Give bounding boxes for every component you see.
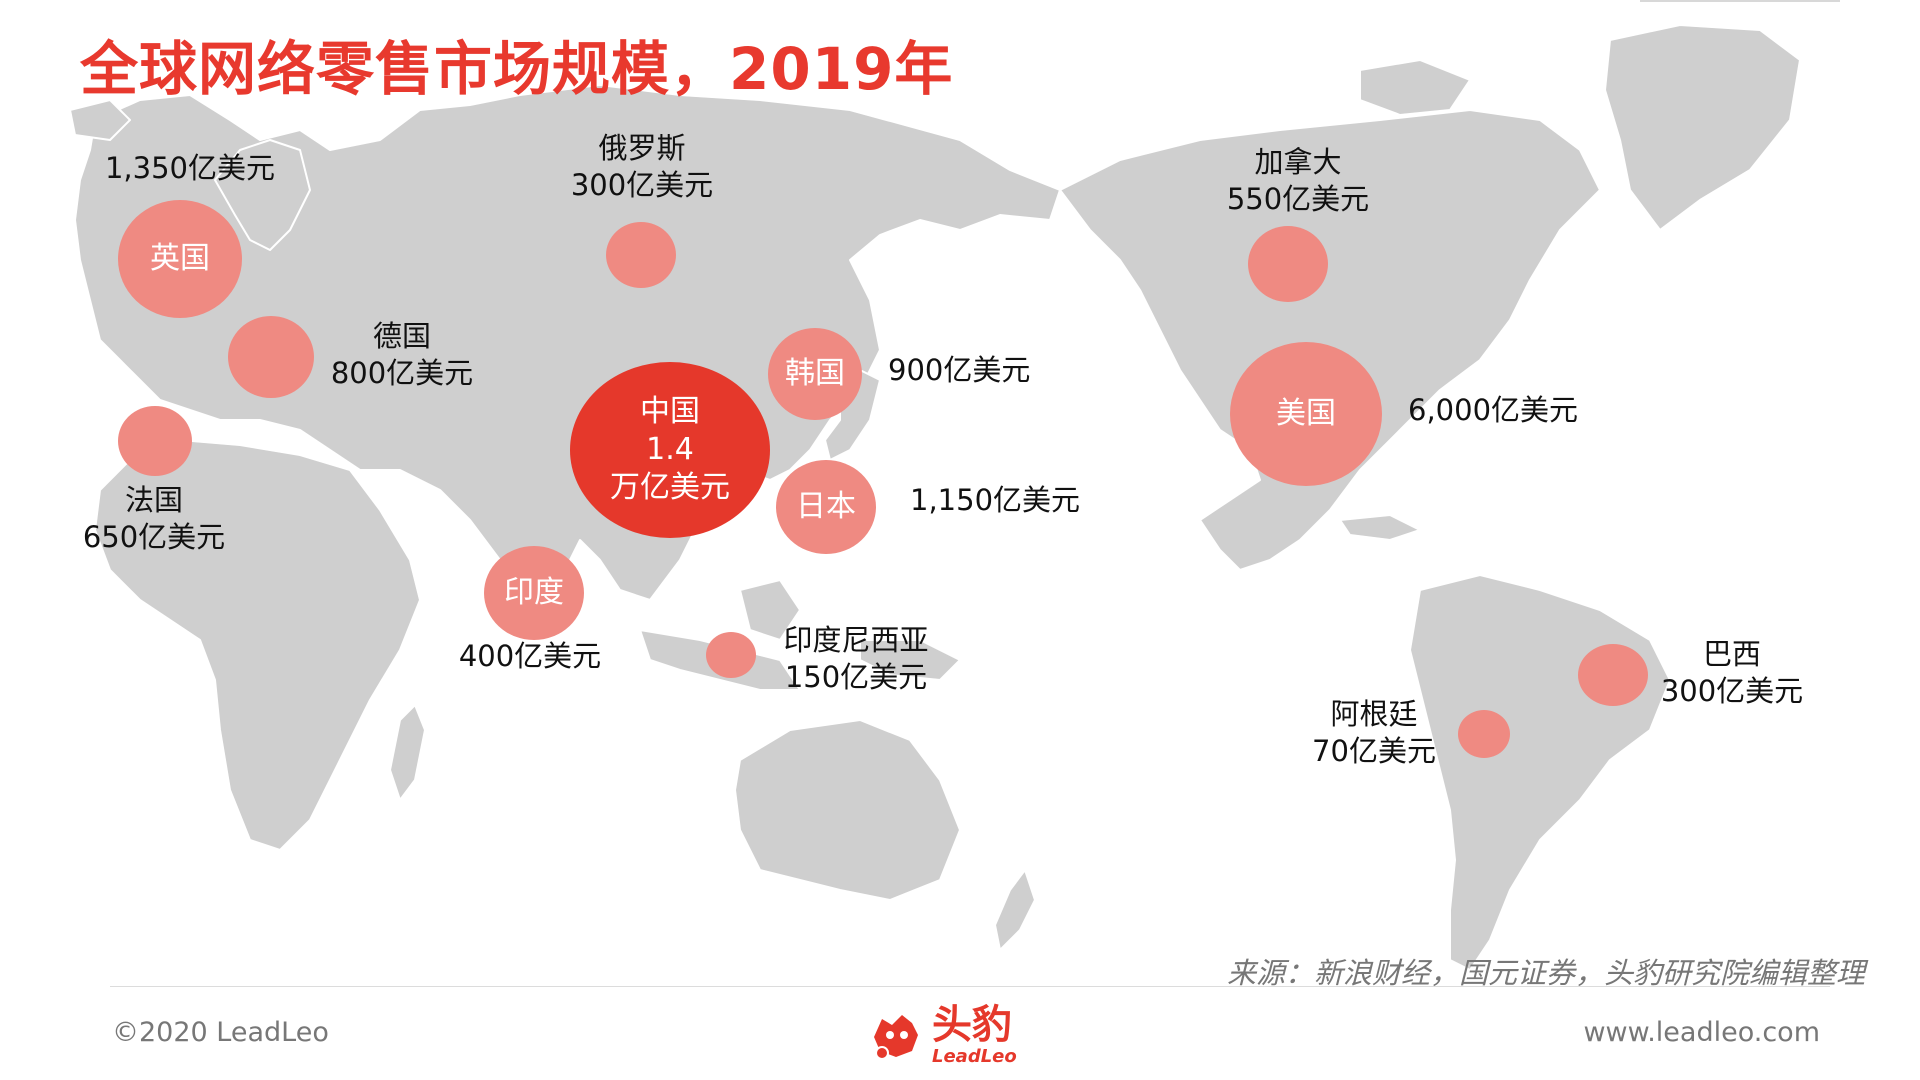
korea-label: 900亿美元 <box>888 352 1030 389</box>
indonesia-value: 150亿美元 <box>784 660 928 694</box>
brazil-label: 巴西 300亿美元 <box>1661 636 1803 710</box>
bubble-indonesia <box>706 632 756 678</box>
bubble-argentina <box>1458 710 1510 758</box>
uk-value: 1,350亿美元 <box>104 151 276 185</box>
india-label: 400亿美元 <box>459 638 601 675</box>
usa-value: 6,000亿美元 <box>1408 393 1579 427</box>
logo-en: LeadLeo <box>932 1046 1017 1067</box>
indonesia-name: 印度尼西亚 <box>783 623 929 657</box>
china-name: 中国 <box>640 394 700 429</box>
greenland-landmass <box>1604 24 1801 231</box>
bubble-usa: 美国 <box>1230 342 1382 486</box>
footer-rule <box>110 986 1830 987</box>
japan-name: 日本 <box>796 489 856 524</box>
germany-name: 德国 <box>372 319 432 353</box>
usa-label: 6,000亿美元 <box>1408 392 1578 429</box>
leadleo-logo: 头豹 LeadLeo <box>868 1003 1017 1067</box>
north-america-landmass <box>1059 109 1601 571</box>
uk-name: 英国 <box>150 241 210 276</box>
website-text: www.leadleo.com <box>1583 1017 1820 1048</box>
germany-label: 德国 800亿美元 <box>331 318 473 392</box>
new-zealand-landmass <box>994 869 1036 951</box>
arctic-islands-landmass <box>1359 59 1471 116</box>
logo-cn: 头豹 <box>932 1002 1012 1048</box>
borneo-landmass <box>739 579 801 641</box>
new-guinea-landmass <box>859 639 961 681</box>
page-title: 全球网络零售市场规模，2019年 <box>80 35 954 103</box>
indonesia-label: 印度尼西亚 150亿美元 <box>783 622 928 696</box>
usa-name: 美国 <box>1276 396 1336 431</box>
france-value: 650亿美元 <box>82 520 226 554</box>
source-note: 来源：新浪财经，国元证券，头豹研究院编辑整理 <box>1226 956 1865 990</box>
india-value: 400亿美元 <box>458 639 602 673</box>
germany-value: 800亿美元 <box>330 356 474 390</box>
logo-text: 头豹 LeadLeo <box>932 1003 1017 1067</box>
bubble-france <box>118 406 192 476</box>
india-name: 印度 <box>504 575 564 610</box>
scandinavia-landmass <box>214 139 311 251</box>
russia-label: 俄罗斯 300亿美元 <box>571 130 713 204</box>
caribbean-landmass <box>1339 514 1421 541</box>
madagascar-landmass <box>389 704 426 801</box>
brazil-name: 巴西 <box>1702 637 1762 671</box>
bubble-japan: 日本 <box>776 460 876 554</box>
japan-label: 1,150亿美元 <box>910 482 1080 519</box>
africa-landmass <box>94 439 421 851</box>
argentina-label: 阿根廷 70亿美元 <box>1312 696 1436 770</box>
australia-landmass <box>734 719 961 901</box>
russia-name: 俄罗斯 <box>598 131 686 165</box>
russia-value: 300亿美元 <box>570 168 714 202</box>
south-america-landmass <box>1409 574 1671 971</box>
canada-label: 加拿大 550亿美元 <box>1227 144 1369 218</box>
top-rule <box>1640 0 1840 2</box>
france-name: 法国 <box>124 483 184 517</box>
korea-name: 韩国 <box>785 356 845 391</box>
bubble-russia <box>606 222 676 288</box>
bubble-uk: 英国 <box>118 200 242 318</box>
bubble-canada <box>1248 226 1328 302</box>
leopard-head-icon <box>874 1015 918 1060</box>
bubble-germany <box>228 316 314 398</box>
japan-value: 1,150亿美元 <box>910 483 1081 517</box>
japan-landmass <box>824 369 881 461</box>
france-label: 法国 650亿美元 <box>83 482 225 556</box>
korea-value: 900亿美元 <box>888 353 1031 387</box>
china-value-line2: 万亿美元 <box>610 470 730 505</box>
iceland-landmass <box>69 99 131 141</box>
bubble-brazil <box>1578 644 1648 706</box>
canada-value: 550亿美元 <box>1226 182 1370 216</box>
uk-label: 1,350亿美元 <box>105 150 275 187</box>
argentina-name: 阿根廷 <box>1330 697 1418 731</box>
bubble-china: 中国 1.4 万亿美元 <box>570 362 770 538</box>
bubble-india: 印度 <box>484 546 584 640</box>
bubble-korea: 韩国 <box>768 328 862 420</box>
china-value-line1: 1.4 <box>646 432 694 467</box>
argentina-value: 70亿美元 <box>1312 734 1436 768</box>
brazil-value: 300亿美元 <box>1660 674 1804 708</box>
copyright-text: ©2020 LeadLeo <box>112 1017 329 1048</box>
canada-name: 加拿大 <box>1254 145 1342 179</box>
